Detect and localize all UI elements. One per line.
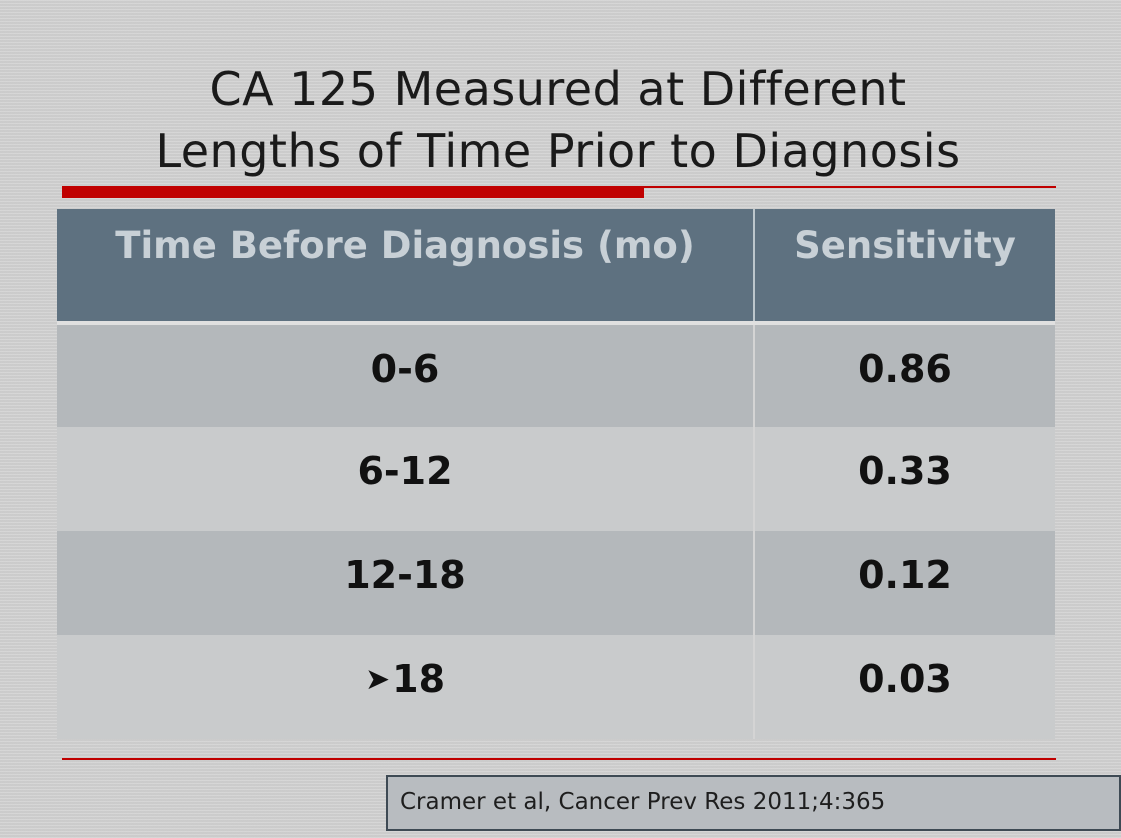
slide-title: CA 125 Measured at Different Lengths of …	[0, 58, 1116, 182]
time-cell: ➤18	[57, 635, 755, 739]
table-row: 0-6 0.86	[57, 323, 1055, 427]
citation-box: Cramer et al, Cancer Prev Res 2011;4:365	[386, 775, 1121, 831]
table-row: ➤18 0.03	[57, 635, 1055, 739]
slide-title-line-2: Lengths of Time Prior to Diagnosis	[155, 124, 961, 178]
table-row: 12-18 0.12	[57, 531, 1055, 635]
sensitivity-cell: 0.12	[754, 531, 1055, 635]
time-cell: 6-12	[57, 427, 755, 531]
footer-rule	[62, 758, 1056, 760]
arrowhead-right-icon: ➤	[364, 662, 391, 697]
column-header-time: Time Before Diagnosis (mo)	[57, 209, 755, 323]
slide-title-line-1: CA 125 Measured at Different	[209, 62, 907, 116]
column-header-sensitivity: Sensitivity	[754, 209, 1055, 323]
time-value: 18	[392, 657, 446, 701]
table-header-row: Time Before Diagnosis (mo) Sensitivity	[57, 209, 1055, 323]
time-cell: 12-18	[57, 531, 755, 635]
time-cell: 0-6	[57, 323, 755, 427]
table-row: 6-12 0.33	[57, 427, 1055, 531]
title-underline-thick	[62, 186, 644, 198]
sensitivity-cell: 0.33	[754, 427, 1055, 531]
sensitivity-cell: 0.03	[754, 635, 1055, 739]
sensitivity-table: Time Before Diagnosis (mo) Sensitivity 0…	[57, 209, 1055, 739]
sensitivity-cell: 0.86	[754, 323, 1055, 427]
